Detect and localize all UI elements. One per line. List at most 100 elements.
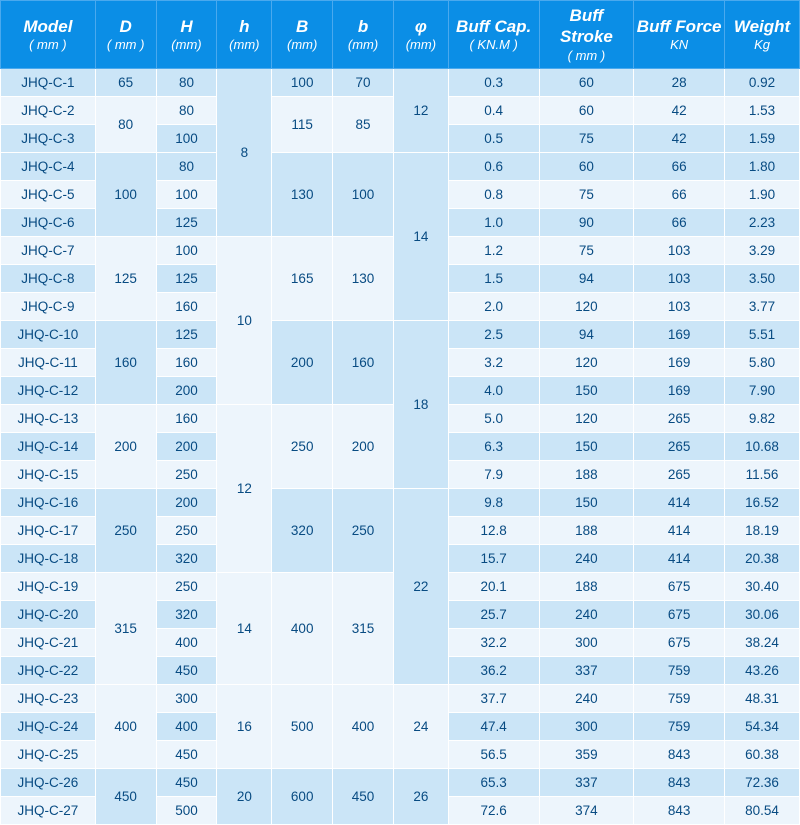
cell: 80 bbox=[156, 68, 217, 96]
cell: 32.2 bbox=[448, 628, 539, 656]
cell: 250 bbox=[156, 572, 217, 600]
cell: 240 bbox=[539, 684, 634, 712]
cell: 103 bbox=[634, 236, 725, 264]
cell: 100 bbox=[156, 236, 217, 264]
cell: 337 bbox=[539, 768, 634, 796]
cell: 94 bbox=[539, 264, 634, 292]
col-header-unit: Kg bbox=[727, 37, 797, 53]
cell: 200 bbox=[95, 404, 156, 488]
cell: 1.80 bbox=[725, 152, 800, 180]
cell: 200 bbox=[156, 488, 217, 516]
cell: 80 bbox=[156, 152, 217, 180]
cell: 60.38 bbox=[725, 740, 800, 768]
cell: 200 bbox=[272, 320, 333, 404]
cell: JHQ-C-5 bbox=[1, 180, 96, 208]
cell: JHQ-C-26 bbox=[1, 768, 96, 796]
cell: 188 bbox=[539, 572, 634, 600]
cell: 24 bbox=[393, 684, 448, 768]
cell: 0.3 bbox=[448, 68, 539, 96]
cell: 450 bbox=[156, 768, 217, 796]
cell: 150 bbox=[539, 376, 634, 404]
cell: 843 bbox=[634, 796, 725, 824]
cell: 60 bbox=[539, 152, 634, 180]
cell: 315 bbox=[95, 572, 156, 684]
cell: 125 bbox=[156, 208, 217, 236]
cell: 1.2 bbox=[448, 236, 539, 264]
col-header-4: B(mm) bbox=[272, 1, 333, 69]
col-header-unit: ( mm ) bbox=[98, 37, 154, 53]
cell: 160 bbox=[156, 404, 217, 432]
cell: 250 bbox=[333, 488, 394, 572]
cell: 400 bbox=[333, 684, 394, 768]
cell: 80 bbox=[95, 96, 156, 152]
cell: 100 bbox=[156, 124, 217, 152]
cell: 169 bbox=[634, 320, 725, 348]
cell: 843 bbox=[634, 740, 725, 768]
cell: 3.29 bbox=[725, 236, 800, 264]
cell: JHQ-C-12 bbox=[1, 376, 96, 404]
cell: 6.3 bbox=[448, 432, 539, 460]
cell: 16 bbox=[217, 684, 272, 768]
cell: 675 bbox=[634, 572, 725, 600]
cell: 0.6 bbox=[448, 152, 539, 180]
cell: 169 bbox=[634, 376, 725, 404]
col-header-main: Buff Force bbox=[636, 16, 722, 37]
cell: 150 bbox=[539, 432, 634, 460]
cell: 75 bbox=[539, 180, 634, 208]
cell: 14 bbox=[217, 572, 272, 684]
col-header-0: Model( mm ) bbox=[1, 1, 96, 69]
cell: 11.56 bbox=[725, 460, 800, 488]
cell: 37.7 bbox=[448, 684, 539, 712]
cell: 8 bbox=[217, 68, 272, 236]
col-header-6: φ(mm) bbox=[393, 1, 448, 69]
cell: 66 bbox=[634, 152, 725, 180]
cell: 414 bbox=[634, 544, 725, 572]
cell: JHQ-C-7 bbox=[1, 236, 96, 264]
cell: 36.2 bbox=[448, 656, 539, 684]
cell: 160 bbox=[333, 320, 394, 404]
col-header-main: h bbox=[219, 16, 269, 37]
cell: JHQ-C-27 bbox=[1, 796, 96, 824]
cell: 200 bbox=[156, 376, 217, 404]
col-header-unit: (mm) bbox=[396, 37, 446, 53]
cell: 90 bbox=[539, 208, 634, 236]
cell: 28 bbox=[634, 68, 725, 96]
cell: 3.50 bbox=[725, 264, 800, 292]
col-header-main: Buff Stroke bbox=[542, 5, 632, 48]
table-row: JHQ-C-23400300165004002437.724075948.31 bbox=[1, 684, 800, 712]
cell: JHQ-C-21 bbox=[1, 628, 96, 656]
cell: 75 bbox=[539, 124, 634, 152]
cell: 400 bbox=[156, 628, 217, 656]
cell: 125 bbox=[156, 264, 217, 292]
col-header-main: b bbox=[335, 16, 391, 37]
cell: 188 bbox=[539, 460, 634, 488]
col-header-7: Buff Cap.( KN.M ) bbox=[448, 1, 539, 69]
cell: 48.31 bbox=[725, 684, 800, 712]
cell: 4.0 bbox=[448, 376, 539, 404]
cell: 500 bbox=[156, 796, 217, 824]
cell: 414 bbox=[634, 516, 725, 544]
cell: 200 bbox=[333, 404, 394, 488]
col-header-3: h(mm) bbox=[217, 1, 272, 69]
cell: 1.90 bbox=[725, 180, 800, 208]
cell: 15.7 bbox=[448, 544, 539, 572]
cell: 450 bbox=[95, 768, 156, 824]
cell: 70 bbox=[333, 68, 394, 96]
cell: 240 bbox=[539, 600, 634, 628]
cell: 20 bbox=[217, 768, 272, 824]
cell: 165 bbox=[272, 236, 333, 320]
cell: JHQ-C-22 bbox=[1, 656, 96, 684]
cell: 25.7 bbox=[448, 600, 539, 628]
cell: 2.23 bbox=[725, 208, 800, 236]
cell: 300 bbox=[156, 684, 217, 712]
cell: 65 bbox=[95, 68, 156, 96]
cell: JHQ-C-10 bbox=[1, 320, 96, 348]
cell: 38.24 bbox=[725, 628, 800, 656]
col-header-unit: KN bbox=[636, 37, 722, 53]
table-row: JHQ-C-10160125200160182.5941695.51 bbox=[1, 320, 800, 348]
cell: 5.51 bbox=[725, 320, 800, 348]
cell: 250 bbox=[95, 488, 156, 572]
cell: 130 bbox=[333, 236, 394, 320]
cell: 188 bbox=[539, 516, 634, 544]
col-header-unit: (mm) bbox=[335, 37, 391, 53]
